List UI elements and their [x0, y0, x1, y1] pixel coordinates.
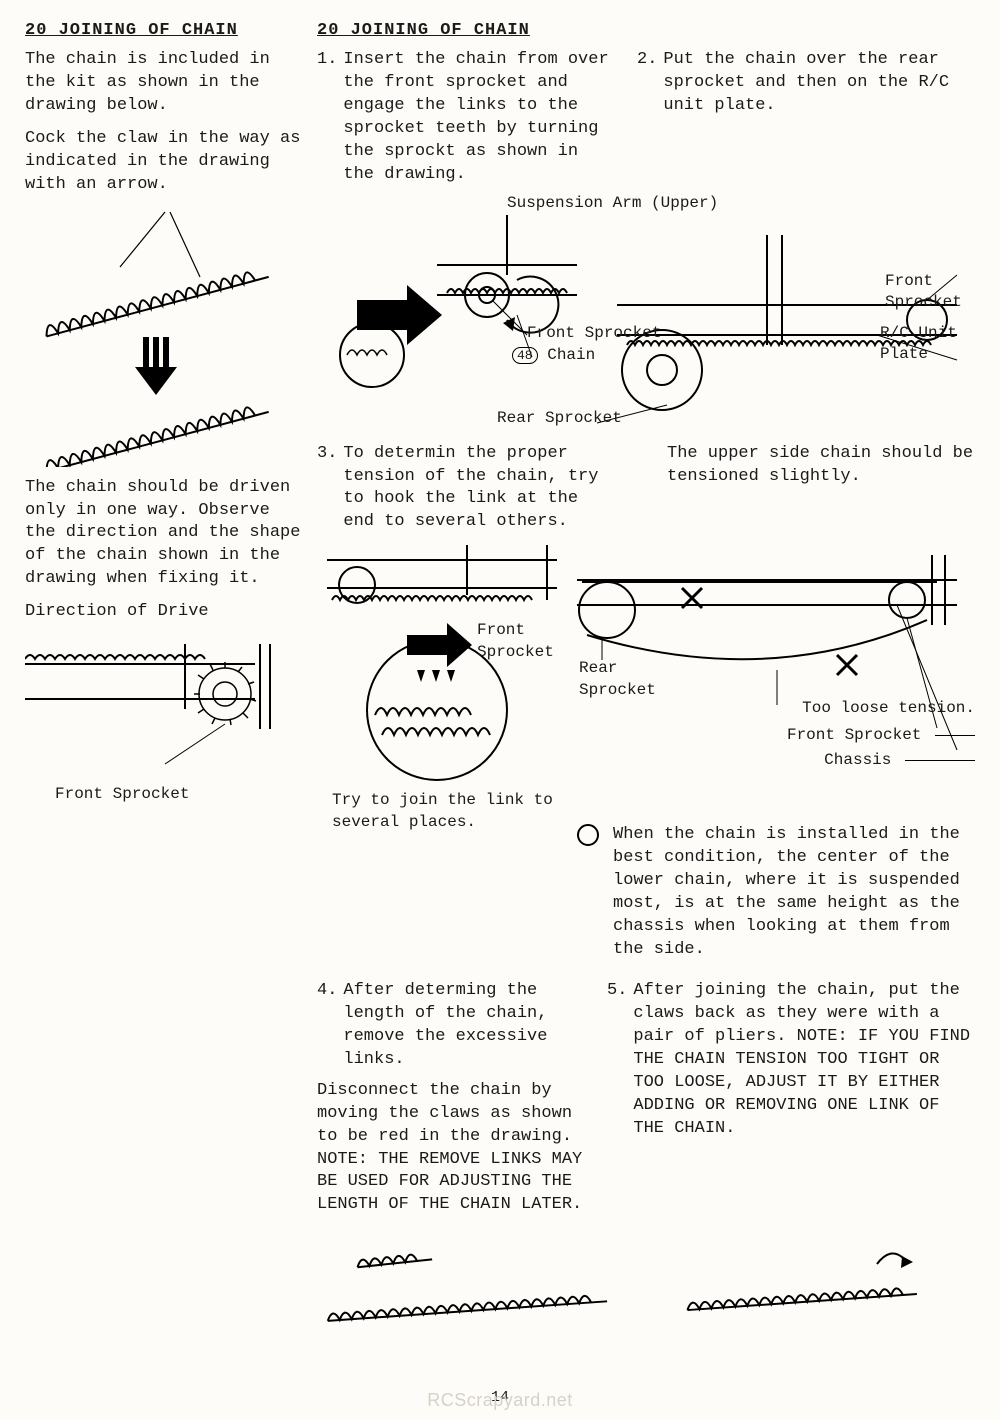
right-title: 20 JOINING OF CHAIN	[317, 20, 975, 43]
label-chain: Chain	[547, 346, 595, 364]
direction-label: Direction of Drive	[25, 601, 305, 624]
right-area: 20 JOINING OF CHAIN 1. Insert the chain …	[317, 20, 975, 1344]
step-3-num: 3.	[317, 443, 337, 535]
step-4-p2: Disconnect the chain by moving the claws…	[317, 1080, 587, 1218]
step-1-text: Insert the chain from over the front spr…	[343, 49, 617, 187]
fig-direction: Front Sprocket	[25, 634, 305, 806]
step-1: 1. Insert the chain from over the front …	[317, 49, 617, 187]
step-2-text: Put the chain over the rear sprocket and…	[663, 49, 975, 118]
step-5: 5. After joining the chain, put the claw…	[607, 980, 975, 1141]
label-too-loose: Too loose tension.	[802, 698, 975, 720]
label-front-sprocket: Front Sprocket	[527, 323, 661, 345]
left-title: 20 JOINING OF CHAIN	[25, 20, 305, 43]
step-5-num: 5.	[607, 980, 627, 1141]
circle-note: When the chain is installed in the best …	[613, 824, 975, 962]
chain-part-number: 48	[512, 347, 538, 364]
step-5-text: After joining the chain, put the claws b…	[633, 980, 975, 1141]
front-sprocket-label-left: Front Sprocket	[55, 784, 305, 806]
label-front-sprocket-2: Front Sprocket	[787, 726, 921, 744]
step-1-num: 1.	[317, 49, 337, 187]
fig-tension: Front Sprocket Try to join the link to s…	[317, 540, 975, 820]
step-3-text: To determin the proper tension of the ch…	[343, 443, 607, 535]
fig-top: Suspension Arm (Upper)	[317, 193, 975, 433]
step-3: 3. To determin the proper tension of the…	[317, 443, 607, 535]
step-4: 4. After determing the length of the cha…	[317, 980, 587, 1072]
fig-bottom-chains	[317, 1239, 975, 1334]
circle-icon	[577, 824, 599, 846]
step-2-num: 2.	[637, 49, 657, 118]
label-rc-plate: R/C Unit Plate	[880, 323, 975, 366]
watermark: RCScrapyard.net	[427, 1388, 573, 1412]
label-front-sprocket-mid: Front Sprocket	[477, 620, 557, 663]
label-try-join: Try to join the link to several places.	[332, 790, 562, 833]
step-3-right: The upper side chain should be tensioned…	[667, 443, 975, 489]
label-chassis: Chassis	[824, 751, 891, 769]
label-front-sprocket-r: Front Sprocket	[885, 271, 975, 314]
left-p1: The chain is included in the kit as show…	[25, 49, 305, 118]
left-p3: The chain should be driven only in one w…	[25, 477, 305, 592]
step-2: 2. Put the chain over the rear sprocket …	[637, 49, 975, 118]
label-rear-sprocket-mid: Rear Sprocket	[579, 658, 669, 701]
step-4-num: 4.	[317, 980, 337, 1072]
left-p2: Cock the claw in the way as indicated in…	[25, 128, 305, 197]
label-rear-sprocket: Rear Sprocket	[497, 408, 622, 430]
left-column: 20 JOINING OF CHAIN The chain is include…	[25, 20, 305, 1344]
fig-chain-cock	[25, 207, 305, 467]
step-4-text: After determing the length of the chain,…	[343, 980, 587, 1072]
